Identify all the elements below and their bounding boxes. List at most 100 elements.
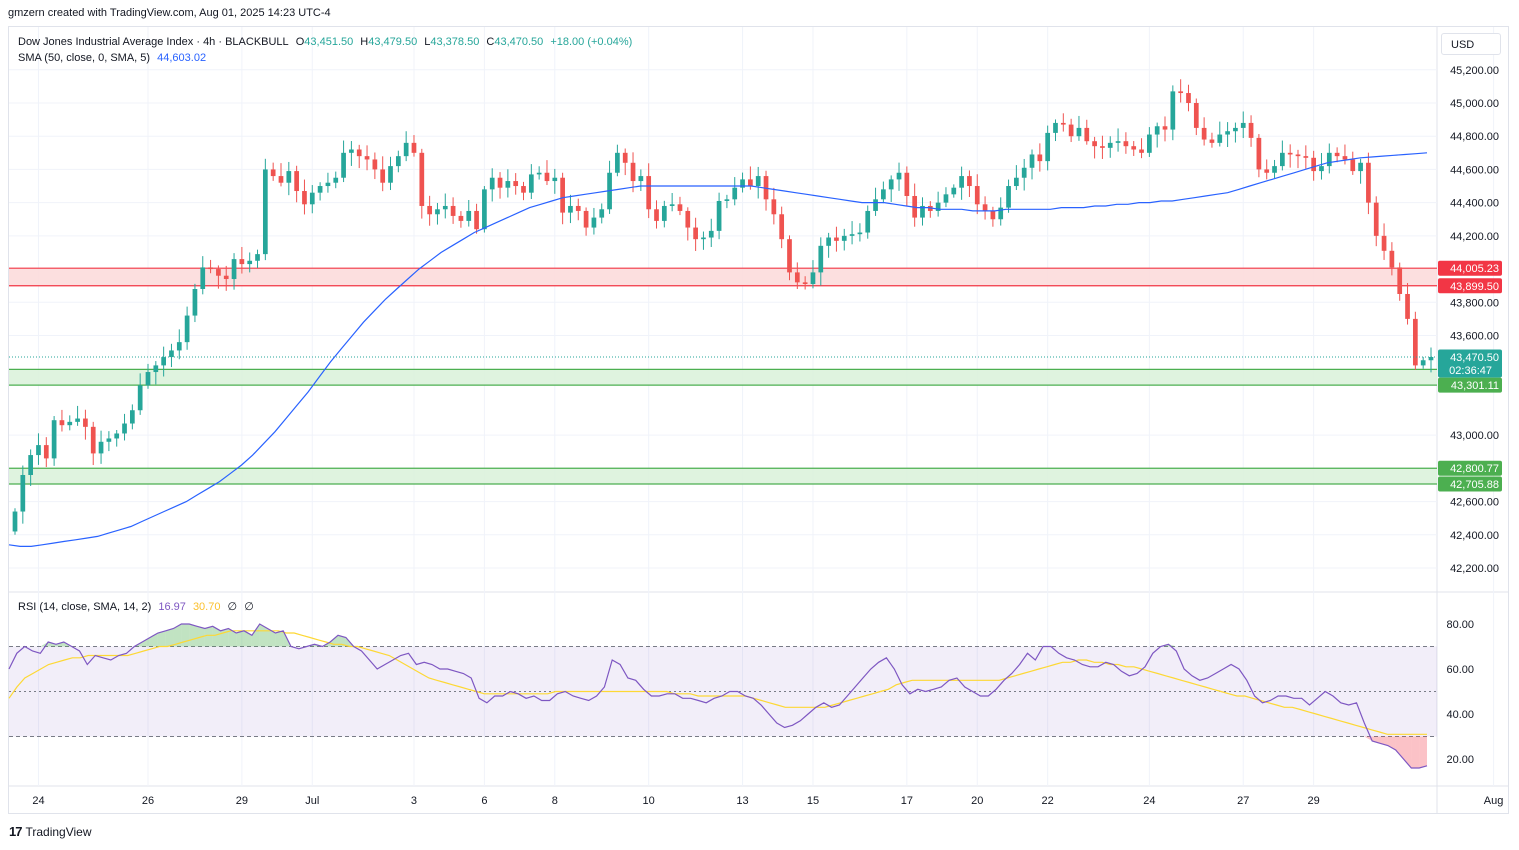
candle-body: [1162, 126, 1168, 130]
candle-body: [349, 149, 354, 153]
price-tick-label: 43,000.00: [1450, 430, 1499, 442]
candle-body: [685, 210, 691, 228]
candle-body: [638, 176, 644, 182]
price-tick-label: 43,600.00: [1450, 331, 1499, 343]
candle-body: [1084, 127, 1090, 142]
candle-body: [12, 511, 18, 532]
candle-body: [536, 172, 542, 175]
candle-body: [161, 357, 166, 366]
candle-body: [646, 176, 652, 210]
price-tick-label: 42,200.00: [1450, 563, 1499, 575]
candle-body: [67, 421, 73, 426]
candle-body: [231, 259, 237, 280]
candle-body: [223, 275, 229, 280]
candle-body: [779, 214, 785, 240]
time-tick-label: 10: [643, 795, 655, 807]
candle-body: [904, 172, 910, 196]
time-tick-label: 26: [142, 795, 154, 807]
sma-value: 44,603.02: [157, 52, 207, 64]
zone-bottom-price-tag-bg: [1438, 278, 1502, 294]
candle-body: [145, 372, 151, 386]
candle-body: [818, 245, 824, 273]
time-tick-label: Aug: [1484, 795, 1504, 807]
candle-body: [43, 445, 49, 459]
close-label: C: [486, 36, 495, 48]
candle-body: [372, 159, 378, 170]
candle-body: [661, 205, 667, 221]
last-price-tag: 43,470.50: [1450, 352, 1499, 364]
candle-body: [982, 204, 988, 211]
candle-body: [865, 210, 871, 233]
candle-body: [466, 210, 472, 221]
candle-body: [873, 199, 878, 211]
candle-body: [435, 209, 440, 215]
candle-body: [176, 342, 182, 351]
candle-body: [920, 205, 925, 218]
rsi-overbought-fill: [173, 624, 182, 647]
tradingview-footer: 17 TradingView: [9, 824, 92, 839]
candle-body: [1139, 149, 1144, 153]
rsi-extra-1: ∅: [227, 601, 238, 613]
time-tick-label: 13: [736, 795, 748, 807]
sma-line: [8, 152, 1428, 547]
time-tick-label: 8: [552, 795, 558, 807]
rsi-overbought-fill: [165, 628, 174, 647]
candle-body: [262, 169, 268, 255]
rsi-overbought-fill: [236, 630, 245, 647]
time-tick-label: 29: [1308, 795, 1320, 807]
sma-label: SMA (50, close, 0, SMA, 5): [18, 52, 151, 64]
zone-bottom-price-tag: 42,705.88: [1450, 479, 1499, 491]
candle-body: [247, 260, 253, 265]
rsi-overbought-fill: [338, 635, 346, 647]
price-tick-label: 43,800.00: [1450, 297, 1499, 309]
candle-body: [51, 420, 57, 459]
candle-body: [1240, 122, 1246, 128]
candle-body: [482, 189, 487, 230]
candle-body: [286, 171, 292, 183]
candle-body: [184, 315, 190, 343]
rsi-ma-line: [8, 630, 1427, 735]
rsi-tick-label: 60.00: [1446, 664, 1474, 676]
candle-body: [1287, 152, 1293, 155]
rsi-value: 16.97: [158, 601, 186, 613]
candle-body: [748, 179, 753, 187]
candle-body: [771, 199, 777, 215]
creator-caption: gmzern created with TradingView.com, Aug…: [8, 7, 331, 19]
candle-body: [591, 217, 597, 228]
candle-body: [169, 350, 174, 358]
candle-body: [732, 187, 738, 200]
candle-body: [75, 418, 80, 422]
candle-body: [1272, 166, 1277, 173]
candle-body: [998, 207, 1004, 220]
candle-body: [834, 237, 839, 241]
candle-body: [442, 205, 448, 210]
candle-body: [239, 259, 245, 265]
bar-countdown-tag: 02:36:47: [1449, 365, 1492, 377]
rsi-overbought-fill: [157, 630, 166, 647]
candle-body: [341, 152, 346, 178]
rsi-tick-label: 40.00: [1446, 709, 1474, 721]
candle-body: [740, 179, 745, 188]
time-tick-label: Jul: [305, 795, 319, 807]
symbol-title: Dow Jones Industrial Average Index · 4h …: [18, 36, 289, 48]
candle-body: [1107, 142, 1113, 148]
candle-body: [20, 475, 26, 512]
last-price-tag-bg: [1438, 349, 1502, 378]
candle-body: [1068, 124, 1074, 137]
candle-body: [1397, 267, 1403, 294]
rsi-overbought-fill: [189, 624, 198, 647]
time-tick-label: 15: [807, 795, 819, 807]
currency-button[interactable]: USD: [1441, 33, 1501, 55]
candle-body: [1123, 141, 1129, 147]
candle-body: [474, 210, 479, 230]
candle-body: [1225, 131, 1230, 135]
candle-body: [411, 142, 417, 153]
candle-body: [419, 152, 425, 206]
candle-body: [216, 269, 221, 276]
candle-body: [967, 176, 972, 187]
candle-body: [255, 254, 260, 261]
candle-body: [1256, 137, 1262, 170]
candle-body: [294, 171, 299, 192]
rsi-overbought-fill: [142, 637, 151, 647]
